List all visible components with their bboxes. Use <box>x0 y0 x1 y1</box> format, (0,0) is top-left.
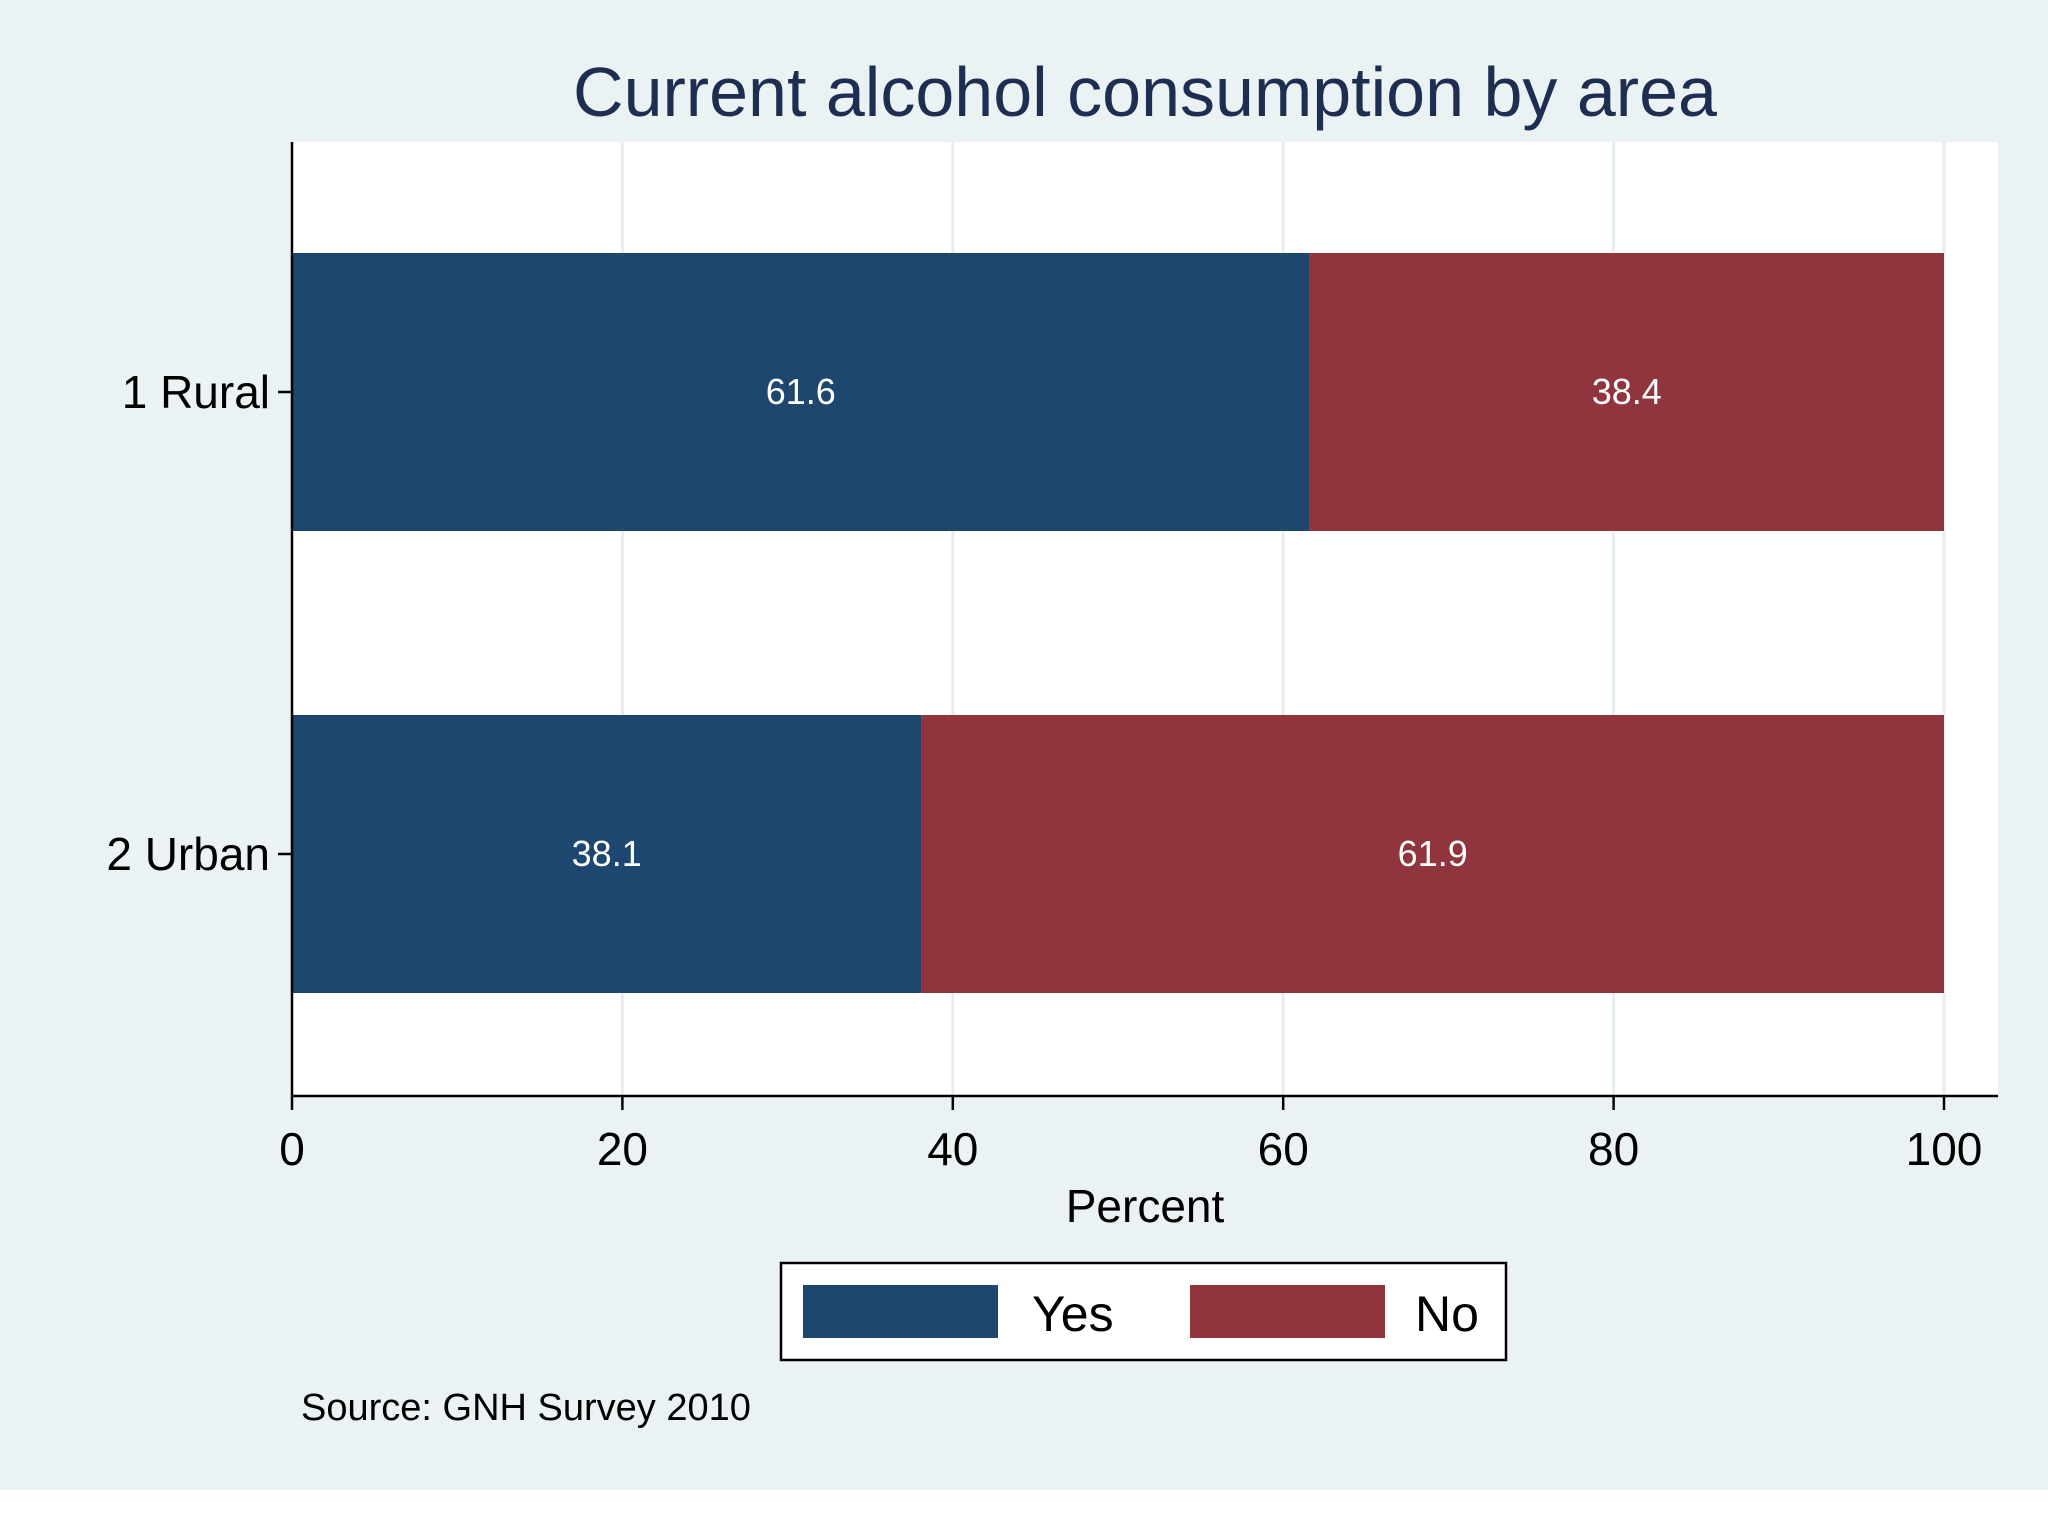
x-tick-label-100: 100 <box>1906 1123 1983 1175</box>
source-note: Source: GNH Survey 2010 <box>301 1387 751 1429</box>
y-category-label-1: 1 Rural <box>122 366 270 418</box>
legend-label-yes: Yes <box>1032 1286 1114 1342</box>
legend: Yes No <box>779 1261 1508 1362</box>
bar-yes-2 <box>292 715 922 993</box>
legend-swatch-yes <box>803 1285 998 1338</box>
bar-yes-1 <box>292 253 1310 531</box>
data-label-no-1: 38.4 <box>1592 371 1662 412</box>
x-tick-label-20: 20 <box>597 1123 648 1175</box>
x-tick-label-0: 0 <box>279 1123 305 1175</box>
bar-labels: 61.6 38.4 38.1 61.9 <box>572 371 1662 874</box>
legend-swatch-no <box>1190 1285 1385 1338</box>
x-axis-title: Percent <box>1066 1180 1225 1232</box>
x-tick-label-60: 60 <box>1258 1123 1309 1175</box>
data-label-no-2: 61.9 <box>1398 833 1468 874</box>
x-axis-ticks: 0 20 40 60 80 100 <box>279 1096 1982 1175</box>
bars <box>292 253 1944 993</box>
y-axis-categories: 1 Rural 2 Urban <box>106 366 292 880</box>
data-label-yes-2: 38.1 <box>572 833 642 874</box>
data-label-yes-1: 61.6 <box>766 371 836 412</box>
bar-no-2 <box>921 715 1944 993</box>
bar-no-1 <box>1309 253 1944 531</box>
chart-title: Current alcohol consumption by area <box>573 53 1717 131</box>
legend-label-no: No <box>1415 1286 1479 1342</box>
y-category-label-2: 2 Urban <box>106 828 270 880</box>
x-tick-label-40: 40 <box>927 1123 978 1175</box>
x-tick-label-80: 80 <box>1588 1123 1639 1175</box>
